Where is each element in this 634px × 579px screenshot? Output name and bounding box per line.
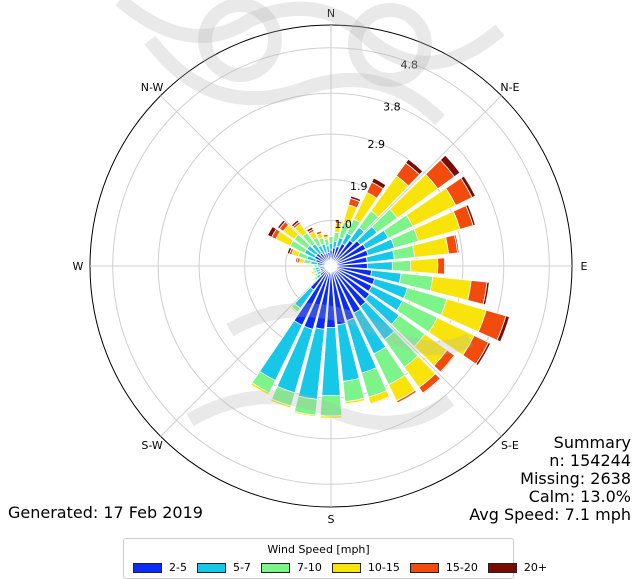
rose-bar-20+ — [422, 378, 442, 395]
rose-bar-20+ — [371, 177, 387, 190]
rose-bar-7-10 — [342, 377, 365, 403]
direction-label: N-E — [500, 81, 519, 94]
rose-bar-15-20 — [369, 396, 391, 406]
rose-bar-20+ — [439, 154, 461, 178]
rose-bar-7-10 — [313, 276, 319, 281]
legend-swatch — [196, 562, 226, 573]
legend-title: Wind Speed [mph] — [267, 543, 370, 556]
rose-bar-5-7 — [366, 261, 393, 271]
rose-bar-7-10 — [319, 394, 343, 417]
legend-swatch — [409, 562, 439, 573]
rose-bar-7-10 — [391, 259, 411, 273]
rose-bar-10-15 — [319, 415, 343, 419]
rose-bar-20+ — [349, 195, 362, 203]
direction-label: S-W — [141, 439, 163, 452]
radial-tick-label: 1.0 — [334, 218, 352, 231]
rose-bar-5-7 — [321, 326, 341, 396]
radial-tick-label: 3.8 — [383, 100, 401, 113]
radial-tick-label: 2.9 — [367, 138, 385, 151]
summary-box: Summary n: 154244 Missing: 2638 Calm: 13… — [469, 434, 631, 524]
legend-label: 5-7 — [232, 561, 251, 574]
rose-bar-7-10 — [328, 236, 334, 244]
rose-bar-20+ — [496, 315, 510, 343]
rose-bar-20+ — [290, 219, 300, 228]
direction-label: W — [73, 260, 84, 273]
rose-bar-15-20 — [437, 257, 446, 275]
radial-tick-label: 1.9 — [350, 180, 368, 193]
rose-bar-5-7 — [328, 242, 334, 251]
rose-bar-20+ — [475, 341, 492, 366]
direction-label: N-W — [141, 81, 164, 94]
rose-bar-15-20 — [335, 220, 343, 225]
summary-missing: Missing: 2638 — [520, 469, 631, 488]
legend-label: 20+ — [523, 561, 548, 574]
rose-bar-10-15 — [311, 264, 315, 268]
rose-bar-10-15 — [250, 382, 270, 396]
rose-bar-15-20 — [315, 230, 323, 236]
legend-item: 15-20 — [409, 561, 488, 574]
legend: Wind Speed [mph] 2-5 5-7 7-10 10-15 15-20 20+ — [123, 538, 547, 579]
rose-bar-15-20 — [322, 233, 329, 238]
rose-bar-15-20 — [396, 389, 417, 404]
legend-item: 5-7 — [196, 561, 261, 574]
rose-bar-20+ — [453, 234, 460, 254]
generated-date: Generated: 17 Feb 2019 — [8, 503, 203, 522]
grid-spoke — [160, 95, 332, 267]
legend-swatch — [260, 562, 290, 573]
rose-bar-10-15 — [310, 270, 315, 275]
radial-tick-label: 4.8 — [401, 58, 419, 71]
rose-bar-20+ — [443, 257, 446, 275]
rose-bar-10-15 — [293, 411, 317, 418]
rose-bar-10-15 — [312, 273, 317, 278]
rose-bar-20+ — [460, 175, 476, 199]
rose-bar-7-10 — [312, 267, 317, 271]
rose-bar-20+ — [295, 256, 299, 263]
rose-bar-20+ — [482, 281, 490, 306]
wind-rose-bars — [250, 154, 510, 419]
legend-label: 10-15 — [367, 561, 400, 574]
summary-calm: Calm: 13.0% — [528, 487, 631, 506]
grid-spoke — [160, 265, 332, 437]
rose-bar-20+ — [277, 219, 286, 230]
rose-bar-10-15 — [344, 397, 366, 405]
legend-label: 7-10 — [296, 561, 322, 574]
summary-avg-speed: Avg Speed: 7.1 mph — [469, 505, 631, 524]
legend-label: 15-20 — [445, 561, 478, 574]
legend-items: 2-5 5-7 7-10 10-15 15-20 20+ — [133, 561, 557, 574]
legend-item: 7-10 — [260, 561, 332, 574]
legend-label: 2-5 — [169, 561, 187, 574]
rose-bar-20+ — [267, 225, 277, 238]
rose-bar-20+ — [465, 204, 476, 227]
grid-spoke — [330, 95, 502, 267]
summary-title: Summary — [553, 433, 631, 452]
legend-item: 20+ — [487, 561, 557, 574]
rose-bar-10-15 — [270, 398, 292, 409]
legend-item: 10-15 — [331, 561, 410, 574]
rose-bar-20+ — [286, 246, 293, 255]
rose-bar-20+ — [405, 158, 424, 176]
direction-label: N — [327, 7, 335, 20]
grid-spoke — [330, 265, 502, 437]
legend-item: 2-5 — [133, 561, 197, 574]
rose-bar-20+ — [306, 226, 314, 233]
rose-bar-7-10 — [313, 264, 318, 268]
rose-bar-10-15 — [409, 257, 439, 275]
legend-swatch — [133, 562, 162, 573]
polar-labels: 1.0 1.9 2.9 3.8 4.8 N N-E E S-E S S-W W N-W — [73, 7, 588, 526]
direction-label: E — [581, 260, 588, 273]
direction-label: S-E — [501, 439, 519, 452]
rose-bar-10-15 — [289, 306, 299, 314]
direction-label: S — [328, 513, 335, 526]
legend-swatch — [331, 562, 361, 573]
rose-bar-20+ — [439, 354, 456, 374]
summary-count: n: 154244 — [549, 451, 631, 470]
legend-swatch — [487, 562, 517, 573]
